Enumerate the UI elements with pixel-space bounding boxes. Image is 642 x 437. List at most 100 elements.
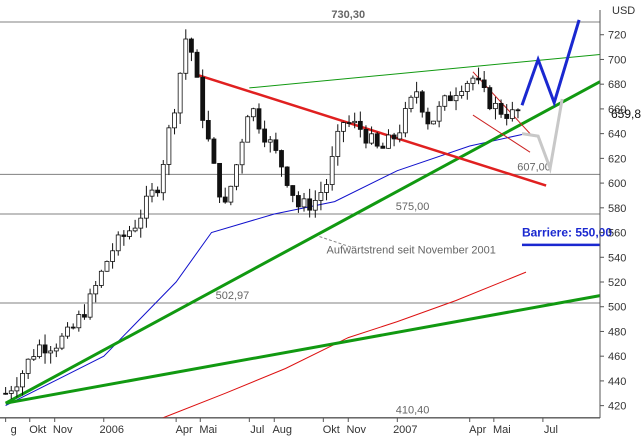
candle-body xyxy=(386,134,391,149)
trendlines xyxy=(4,54,601,405)
candle-body xyxy=(53,347,59,352)
candle-body xyxy=(48,350,54,354)
candle-body xyxy=(374,133,380,147)
x-tick-label: Okt xyxy=(323,424,340,436)
candle-body xyxy=(245,116,251,143)
candle-body xyxy=(408,96,414,109)
currency-label: USD xyxy=(612,5,635,17)
candle-body xyxy=(228,185,234,203)
x-tick-label: Okt xyxy=(29,424,46,436)
y-tick-label: 600 xyxy=(608,178,626,190)
candle-body xyxy=(160,164,166,194)
candle-body xyxy=(234,164,239,187)
candle-body xyxy=(127,230,132,237)
trendline-downtrend-red xyxy=(195,73,547,187)
candle-body xyxy=(222,196,228,203)
candle-body xyxy=(183,38,189,74)
candle-body xyxy=(205,120,211,140)
candle-body xyxy=(110,250,116,262)
candle-body xyxy=(464,82,470,92)
candle-body xyxy=(37,344,42,357)
candle-body xyxy=(509,109,515,119)
candle-body xyxy=(132,227,138,232)
candle-body xyxy=(329,156,335,185)
candle-body xyxy=(149,189,155,197)
candle-body xyxy=(217,162,222,198)
scenario-bear-scenario xyxy=(521,98,564,175)
candle-body xyxy=(239,141,245,166)
barrier-annotation: Barriere: 550,00 xyxy=(522,225,612,239)
y-tick-label: 640 xyxy=(608,129,626,141)
trendline-uptrend-main xyxy=(4,80,601,405)
candle-body xyxy=(189,38,194,53)
candle-body xyxy=(250,108,256,118)
candle-body xyxy=(476,77,481,81)
candle-body xyxy=(70,326,76,329)
y-axis: 420 440 460 480 500 520 540 560 580 600 620 640 660 6… xyxy=(600,30,626,413)
candle-body xyxy=(352,120,358,124)
x-tick-label: Apr xyxy=(176,424,193,436)
candle-body xyxy=(262,128,268,143)
candle-body xyxy=(194,51,200,78)
y-tick-label: 560 xyxy=(608,228,626,240)
level-label: 502,97 xyxy=(216,290,250,302)
y-tick-label: 700 xyxy=(608,54,626,66)
trendline-uptrend-long xyxy=(5,294,601,405)
y-tick-label: 420 xyxy=(608,401,626,413)
candle-body xyxy=(104,261,110,272)
x-tick-label: Nov xyxy=(53,424,73,436)
candle-body xyxy=(115,234,121,252)
trend-annotation: Aufwärtstrend seit November 2001 xyxy=(327,245,496,257)
candle-body xyxy=(93,285,99,295)
candle-body xyxy=(380,145,386,149)
trendline-upper-resistance xyxy=(249,54,601,89)
candle-body xyxy=(200,76,206,121)
x-tick-label: Mai xyxy=(493,424,511,436)
candle-body xyxy=(301,198,307,208)
candle-body xyxy=(335,130,341,157)
y-tick-label: 620 xyxy=(608,153,626,165)
candle-body xyxy=(290,185,296,196)
candle-body xyxy=(341,122,346,132)
level-label: 730,30 xyxy=(331,9,365,21)
moving-average-red-line xyxy=(162,271,527,419)
candle-body xyxy=(402,108,408,134)
candle-body xyxy=(487,87,493,110)
candle-body xyxy=(20,373,25,388)
x-tick-label: Nov xyxy=(346,424,366,436)
level-label: 575,00 xyxy=(396,201,430,213)
x-tick-label: 2006 xyxy=(100,424,124,436)
candle-body xyxy=(363,129,369,144)
candle-body xyxy=(87,293,93,318)
y-tick-label: 660 xyxy=(608,104,626,116)
y-tick-label: 460 xyxy=(608,351,626,363)
candle-body xyxy=(138,217,144,229)
candle-body xyxy=(8,390,14,394)
candle-body xyxy=(312,200,318,211)
x-tick-label: Apr xyxy=(469,424,486,436)
level-label: 607,00 xyxy=(517,161,551,173)
candle-body xyxy=(453,95,459,102)
candle-body xyxy=(425,111,431,125)
candle-body xyxy=(498,102,504,115)
candle-body xyxy=(442,95,448,107)
y-tick-label: 580 xyxy=(608,203,626,215)
x-tick-label: Aug xyxy=(272,424,292,436)
annotations: Aufwärtstrend seit November 2001Bonus-Le… xyxy=(318,225,612,257)
last-price-label: 659,8 xyxy=(611,107,641,121)
candle-body xyxy=(504,113,510,119)
candle-body xyxy=(166,127,172,165)
y-tick-label: 720 xyxy=(608,30,626,42)
y-tick-label: 680 xyxy=(608,79,626,91)
trendline-channel-bottom xyxy=(472,114,531,153)
candle-body xyxy=(31,356,37,360)
scenario-bull-scenario xyxy=(520,19,581,108)
candle-body xyxy=(3,392,9,395)
candle-body xyxy=(59,335,65,349)
candle-body xyxy=(14,386,20,392)
x-tick-label: 2007 xyxy=(393,424,417,436)
candle-body xyxy=(273,139,279,151)
x-tick-label: Mai xyxy=(199,424,217,436)
